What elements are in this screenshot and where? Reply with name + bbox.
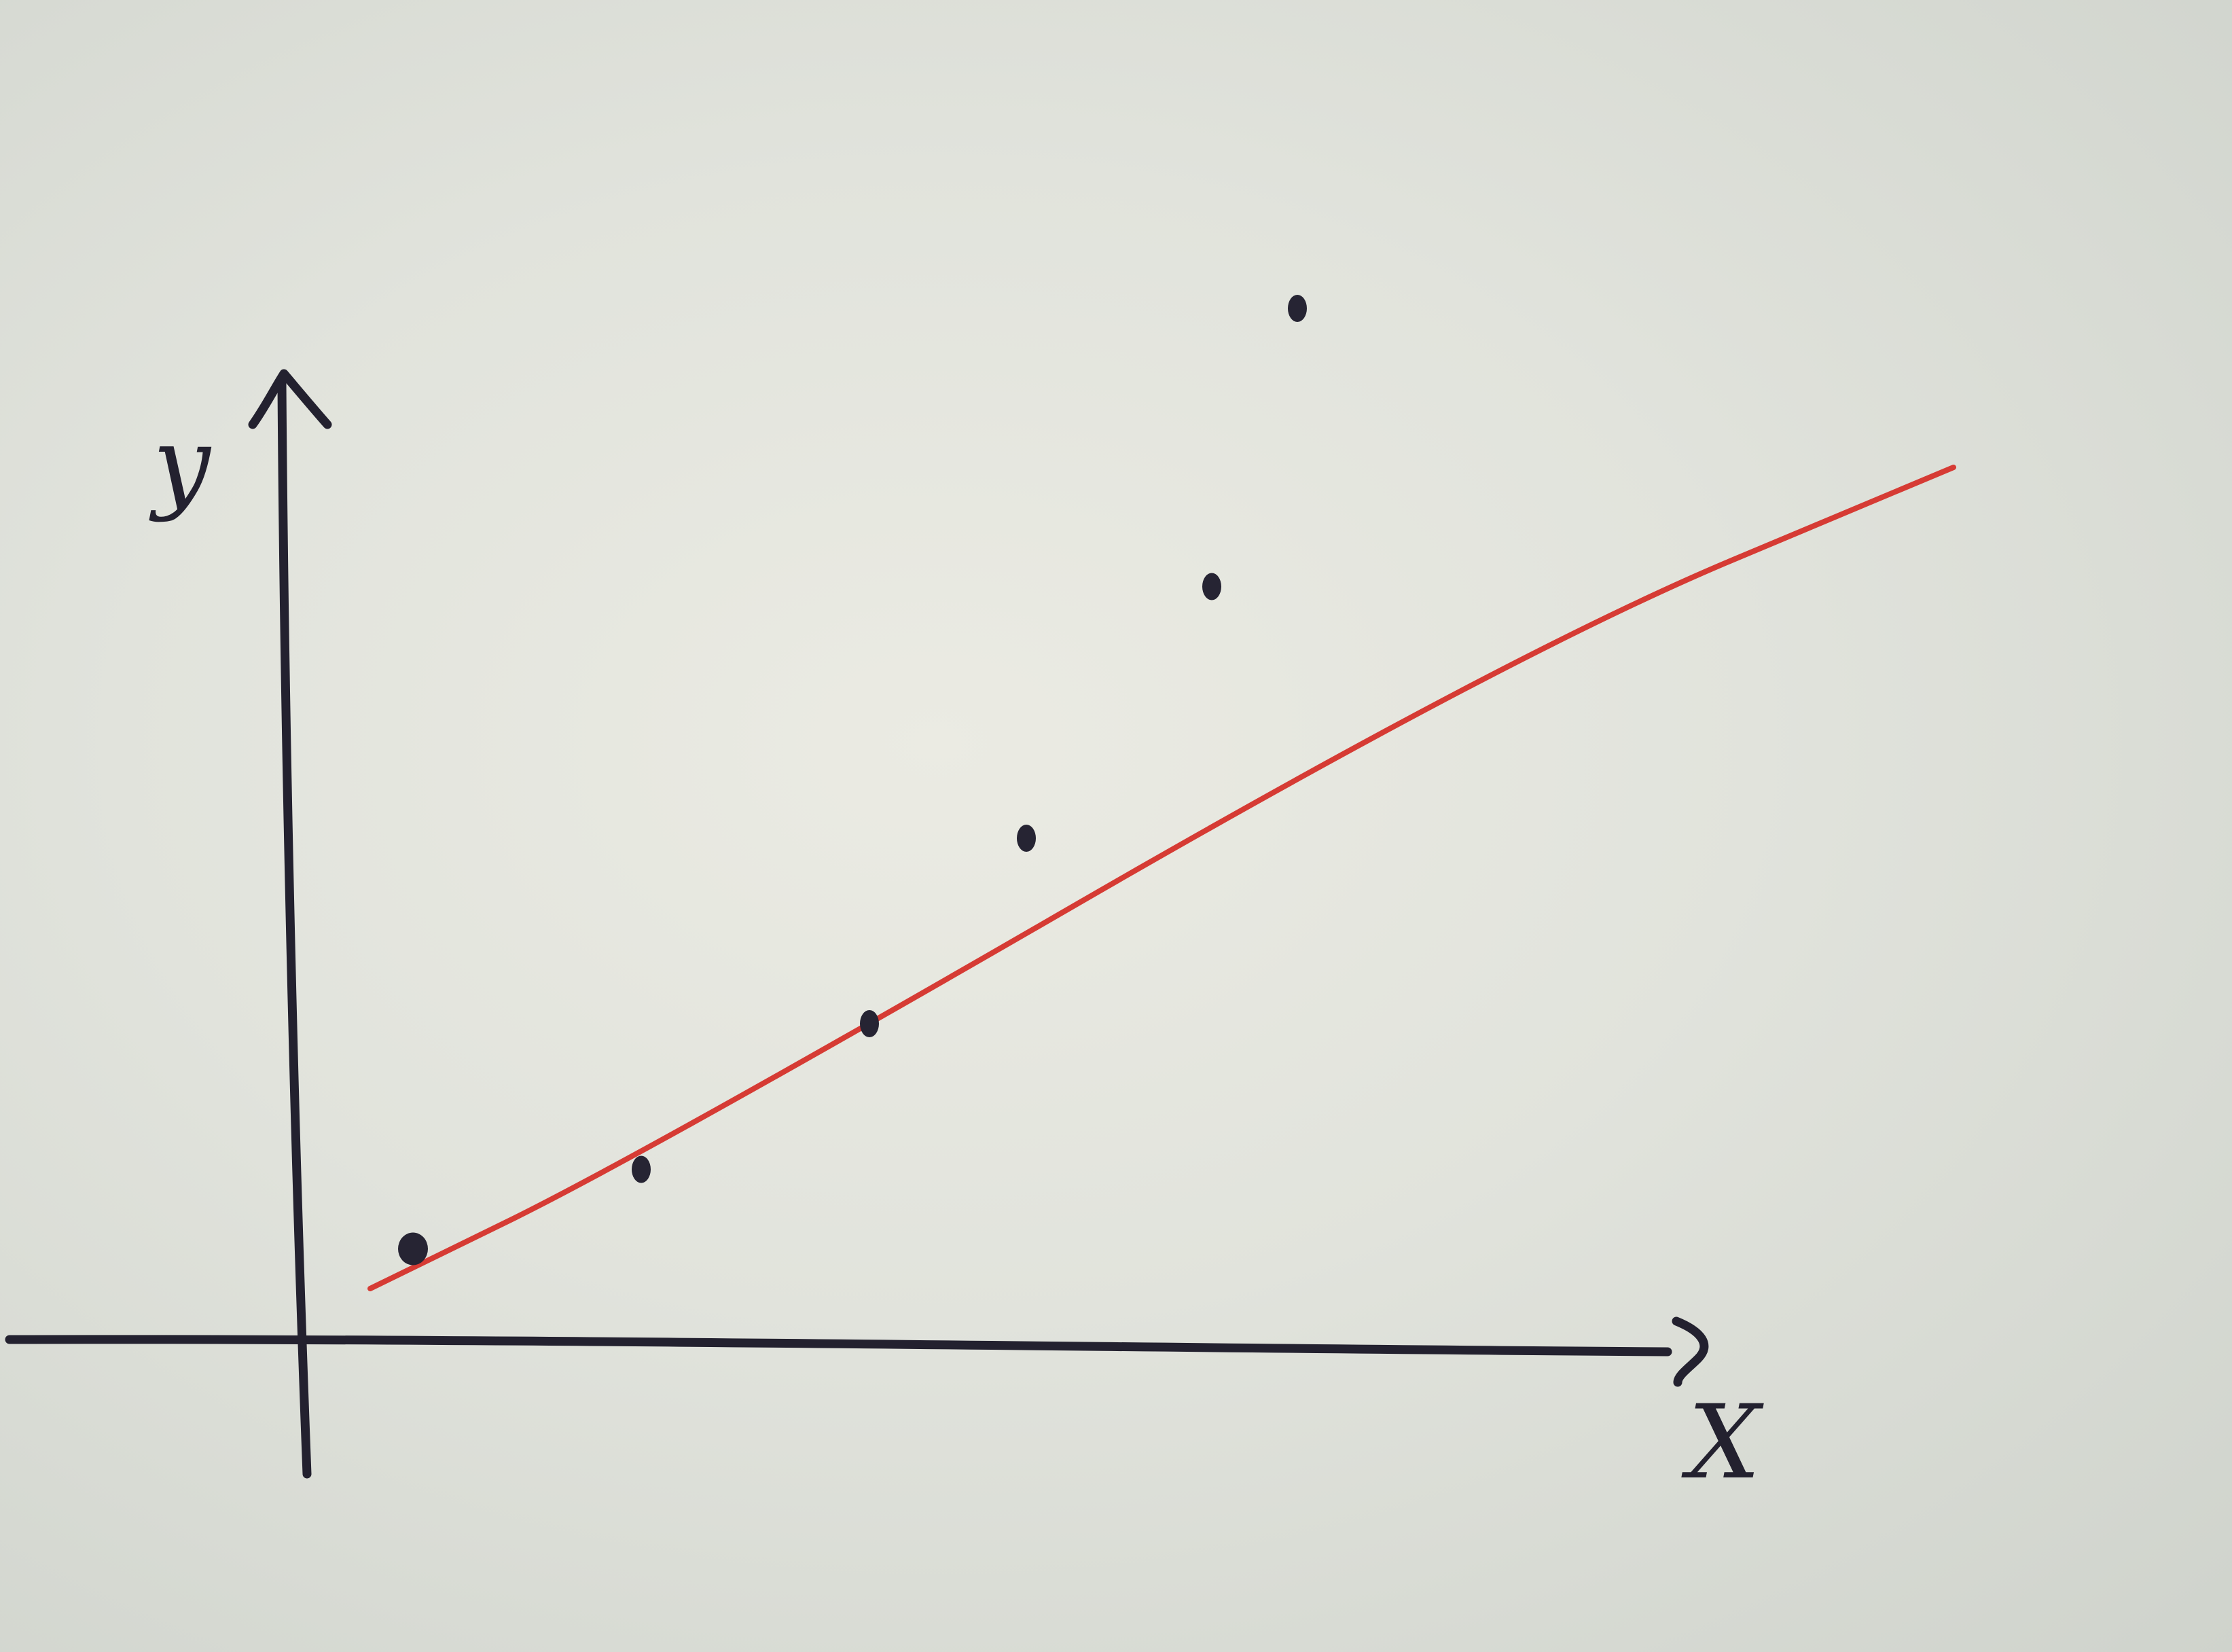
fit-line-group: [367, 465, 1956, 1291]
x-axis-label: X: [1681, 1384, 1764, 1502]
data-point: [1288, 295, 1307, 322]
x-axis-line: [5, 1335, 1672, 1357]
data-point: [632, 1155, 651, 1183]
y-axis-line: [277, 379, 312, 1479]
y-axis-label: y: [149, 406, 212, 524]
y-axis: [248, 369, 332, 1479]
y-axis-arrowhead: [248, 369, 332, 429]
data-points-group: [398, 295, 1307, 1265]
x-axis: [5, 1316, 1709, 1387]
data-point: [1017, 825, 1036, 852]
data-point: [398, 1232, 428, 1265]
data-point: [860, 1010, 879, 1037]
x-axis-arrowhead: [1672, 1316, 1709, 1387]
data-point: [1202, 573, 1221, 600]
fit-line: [367, 465, 1956, 1291]
